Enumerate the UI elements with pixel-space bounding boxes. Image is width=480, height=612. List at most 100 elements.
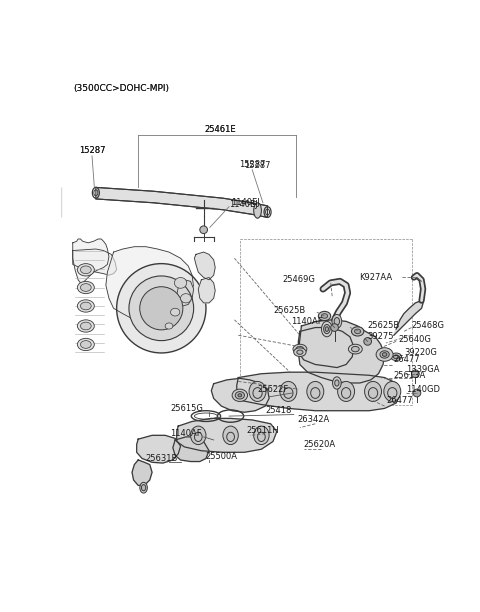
Text: 25631B: 25631B <box>146 454 178 463</box>
Ellipse shape <box>81 302 91 310</box>
Text: 1140EJ: 1140EJ <box>229 200 258 209</box>
Ellipse shape <box>322 314 328 318</box>
Ellipse shape <box>394 355 399 359</box>
Ellipse shape <box>258 432 265 441</box>
Text: (3500CC>DOHC-MPI): (3500CC>DOHC-MPI) <box>73 84 169 93</box>
Circle shape <box>364 338 372 345</box>
Polygon shape <box>211 378 269 412</box>
Ellipse shape <box>325 327 328 331</box>
Ellipse shape <box>81 283 91 291</box>
Ellipse shape <box>322 321 332 337</box>
Text: 25625B: 25625B <box>274 306 306 315</box>
Circle shape <box>117 264 206 353</box>
Ellipse shape <box>280 381 297 401</box>
Polygon shape <box>299 327 354 368</box>
Polygon shape <box>106 247 193 326</box>
Text: 15287: 15287 <box>79 146 105 155</box>
Ellipse shape <box>232 389 248 401</box>
Ellipse shape <box>191 426 206 444</box>
Polygon shape <box>194 252 215 280</box>
Ellipse shape <box>334 318 339 325</box>
Polygon shape <box>299 320 384 383</box>
Ellipse shape <box>235 392 244 399</box>
Ellipse shape <box>249 381 266 401</box>
Text: 15287: 15287 <box>244 162 271 170</box>
Text: 25613A: 25613A <box>394 371 426 380</box>
Text: 25500A: 25500A <box>205 452 237 461</box>
Ellipse shape <box>77 320 94 332</box>
Ellipse shape <box>382 353 387 356</box>
Text: 1140GD: 1140GD <box>406 384 440 394</box>
Ellipse shape <box>223 426 238 444</box>
Ellipse shape <box>376 348 393 361</box>
Polygon shape <box>198 277 215 303</box>
Ellipse shape <box>348 344 362 354</box>
Text: 25622F: 25622F <box>257 384 288 394</box>
Text: 25615G: 25615G <box>171 404 204 413</box>
Polygon shape <box>177 419 277 452</box>
Ellipse shape <box>380 351 389 358</box>
Text: 25461E: 25461E <box>204 125 236 134</box>
Text: (3500CC>DOHC-MPI): (3500CC>DOHC-MPI) <box>73 84 169 93</box>
Text: 39220G: 39220G <box>404 348 437 357</box>
Ellipse shape <box>77 338 94 351</box>
Circle shape <box>331 324 338 331</box>
Text: 1140AF: 1140AF <box>291 317 323 326</box>
Polygon shape <box>132 460 152 485</box>
Ellipse shape <box>296 346 304 352</box>
Ellipse shape <box>318 312 331 321</box>
Polygon shape <box>394 300 423 335</box>
Text: 25468G: 25468G <box>411 321 444 330</box>
Text: 15287: 15287 <box>239 160 265 169</box>
Text: 25625B: 25625B <box>368 321 400 330</box>
Ellipse shape <box>355 329 361 334</box>
Ellipse shape <box>77 264 94 276</box>
Polygon shape <box>73 239 109 283</box>
Text: 25461E: 25461E <box>204 125 236 134</box>
Ellipse shape <box>174 277 187 288</box>
Text: 26477: 26477 <box>394 356 420 364</box>
Polygon shape <box>173 437 209 461</box>
Ellipse shape <box>170 308 180 316</box>
Ellipse shape <box>77 282 94 294</box>
Ellipse shape <box>333 377 341 389</box>
Ellipse shape <box>365 381 382 401</box>
Text: 26477: 26477 <box>386 396 413 405</box>
Ellipse shape <box>335 380 339 386</box>
Text: 39275: 39275 <box>368 332 394 341</box>
Ellipse shape <box>284 387 293 398</box>
Circle shape <box>140 287 183 330</box>
Ellipse shape <box>180 294 192 303</box>
Ellipse shape <box>294 348 306 357</box>
Ellipse shape <box>238 394 242 397</box>
Ellipse shape <box>293 344 307 354</box>
Ellipse shape <box>391 353 402 360</box>
Ellipse shape <box>337 381 355 401</box>
Text: 1339GA: 1339GA <box>406 365 440 375</box>
Polygon shape <box>177 280 193 306</box>
Text: 1140AF: 1140AF <box>170 429 201 438</box>
Ellipse shape <box>369 387 378 398</box>
Ellipse shape <box>227 432 234 441</box>
Ellipse shape <box>81 322 91 330</box>
Ellipse shape <box>194 432 202 441</box>
Ellipse shape <box>140 482 147 493</box>
Ellipse shape <box>324 324 330 334</box>
Polygon shape <box>96 187 267 217</box>
Ellipse shape <box>332 315 342 328</box>
Circle shape <box>129 276 193 341</box>
Text: 25640G: 25640G <box>398 335 432 343</box>
Ellipse shape <box>341 387 351 398</box>
Text: 25611H: 25611H <box>247 426 279 435</box>
Ellipse shape <box>297 350 303 354</box>
Ellipse shape <box>81 341 91 348</box>
Text: 15287: 15287 <box>79 146 105 155</box>
Text: 26342A: 26342A <box>298 416 330 425</box>
Ellipse shape <box>351 327 364 336</box>
Ellipse shape <box>77 300 94 312</box>
Ellipse shape <box>254 426 269 444</box>
Text: 1140EJ: 1140EJ <box>230 198 259 207</box>
Circle shape <box>411 370 419 378</box>
Ellipse shape <box>307 381 324 401</box>
Ellipse shape <box>81 266 91 274</box>
